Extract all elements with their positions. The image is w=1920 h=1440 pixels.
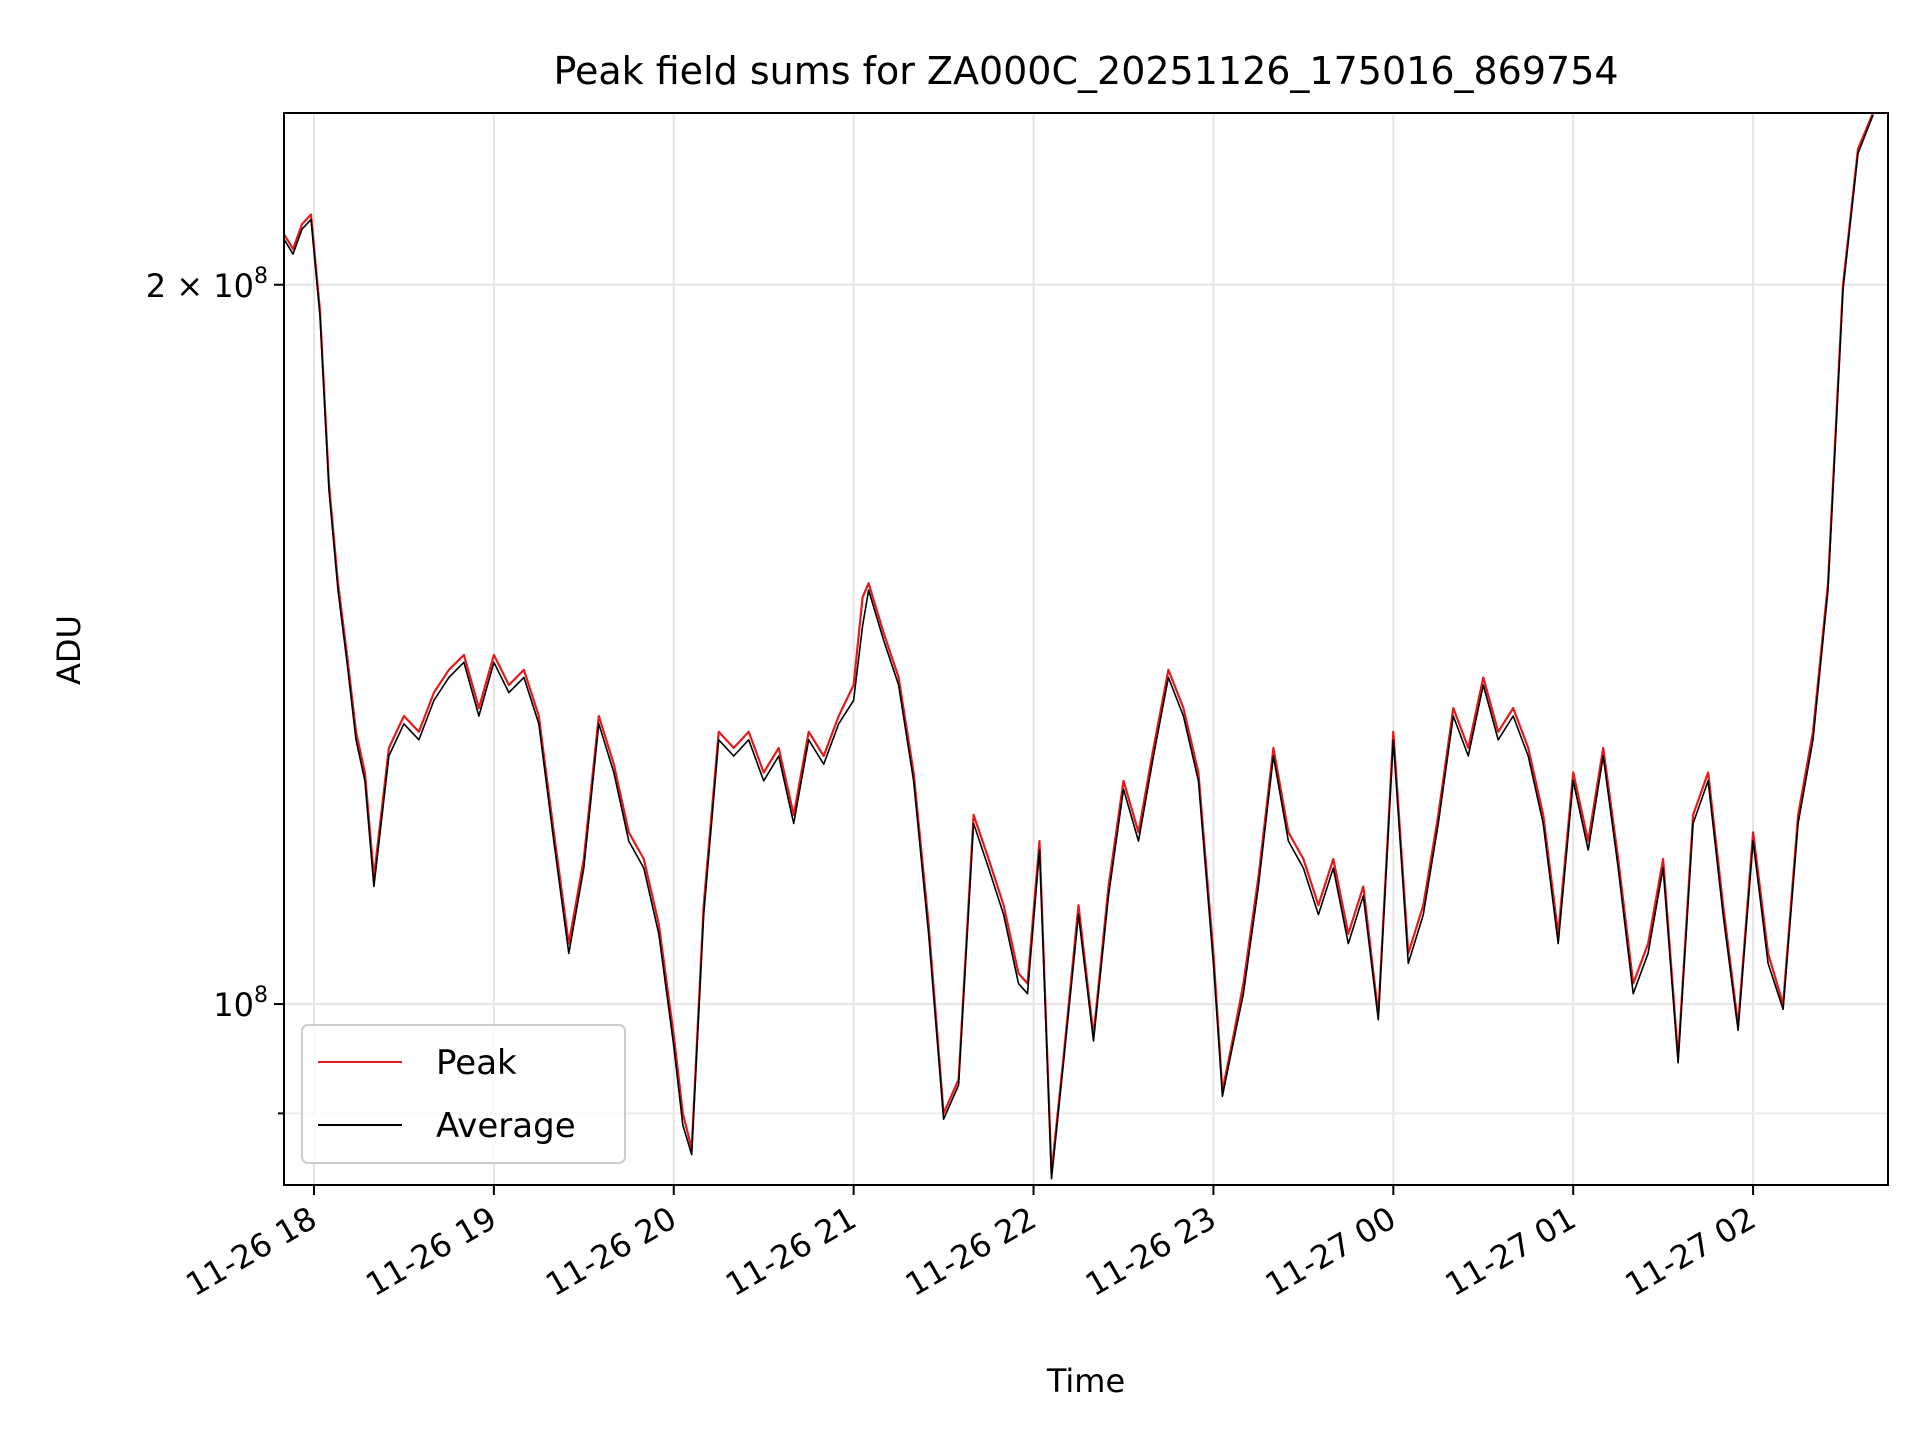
y-tick-label-exponent: 8 xyxy=(254,264,268,289)
y-tick-label-base: 10 xyxy=(213,986,254,1024)
legend-label-peak: Peak xyxy=(436,1043,517,1083)
y-axis-label: ADU xyxy=(50,615,88,685)
plot-frame xyxy=(283,112,1889,1186)
series-line-peak xyxy=(283,112,1875,1174)
y-tick-label-exponent: 8 xyxy=(254,983,268,1008)
x-axis-label: Time xyxy=(1046,1362,1125,1400)
chart-title: Peak field sums for ZA000C_20251126_1750… xyxy=(553,49,1618,93)
legend: Peak Average xyxy=(301,1024,626,1164)
series-line-average xyxy=(283,114,1874,1180)
legend-box xyxy=(301,1024,626,1164)
y-tick-label-base: 2 × 10 xyxy=(146,267,254,305)
plot-area xyxy=(283,112,1889,1186)
grid xyxy=(284,113,1888,1185)
series-lines xyxy=(283,112,1875,1180)
y-tick-label: 2 × 108 xyxy=(146,264,268,305)
y-tick-label: 108 xyxy=(213,983,268,1024)
plot-background xyxy=(284,113,1888,1185)
legend-label-average: Average xyxy=(436,1106,576,1146)
